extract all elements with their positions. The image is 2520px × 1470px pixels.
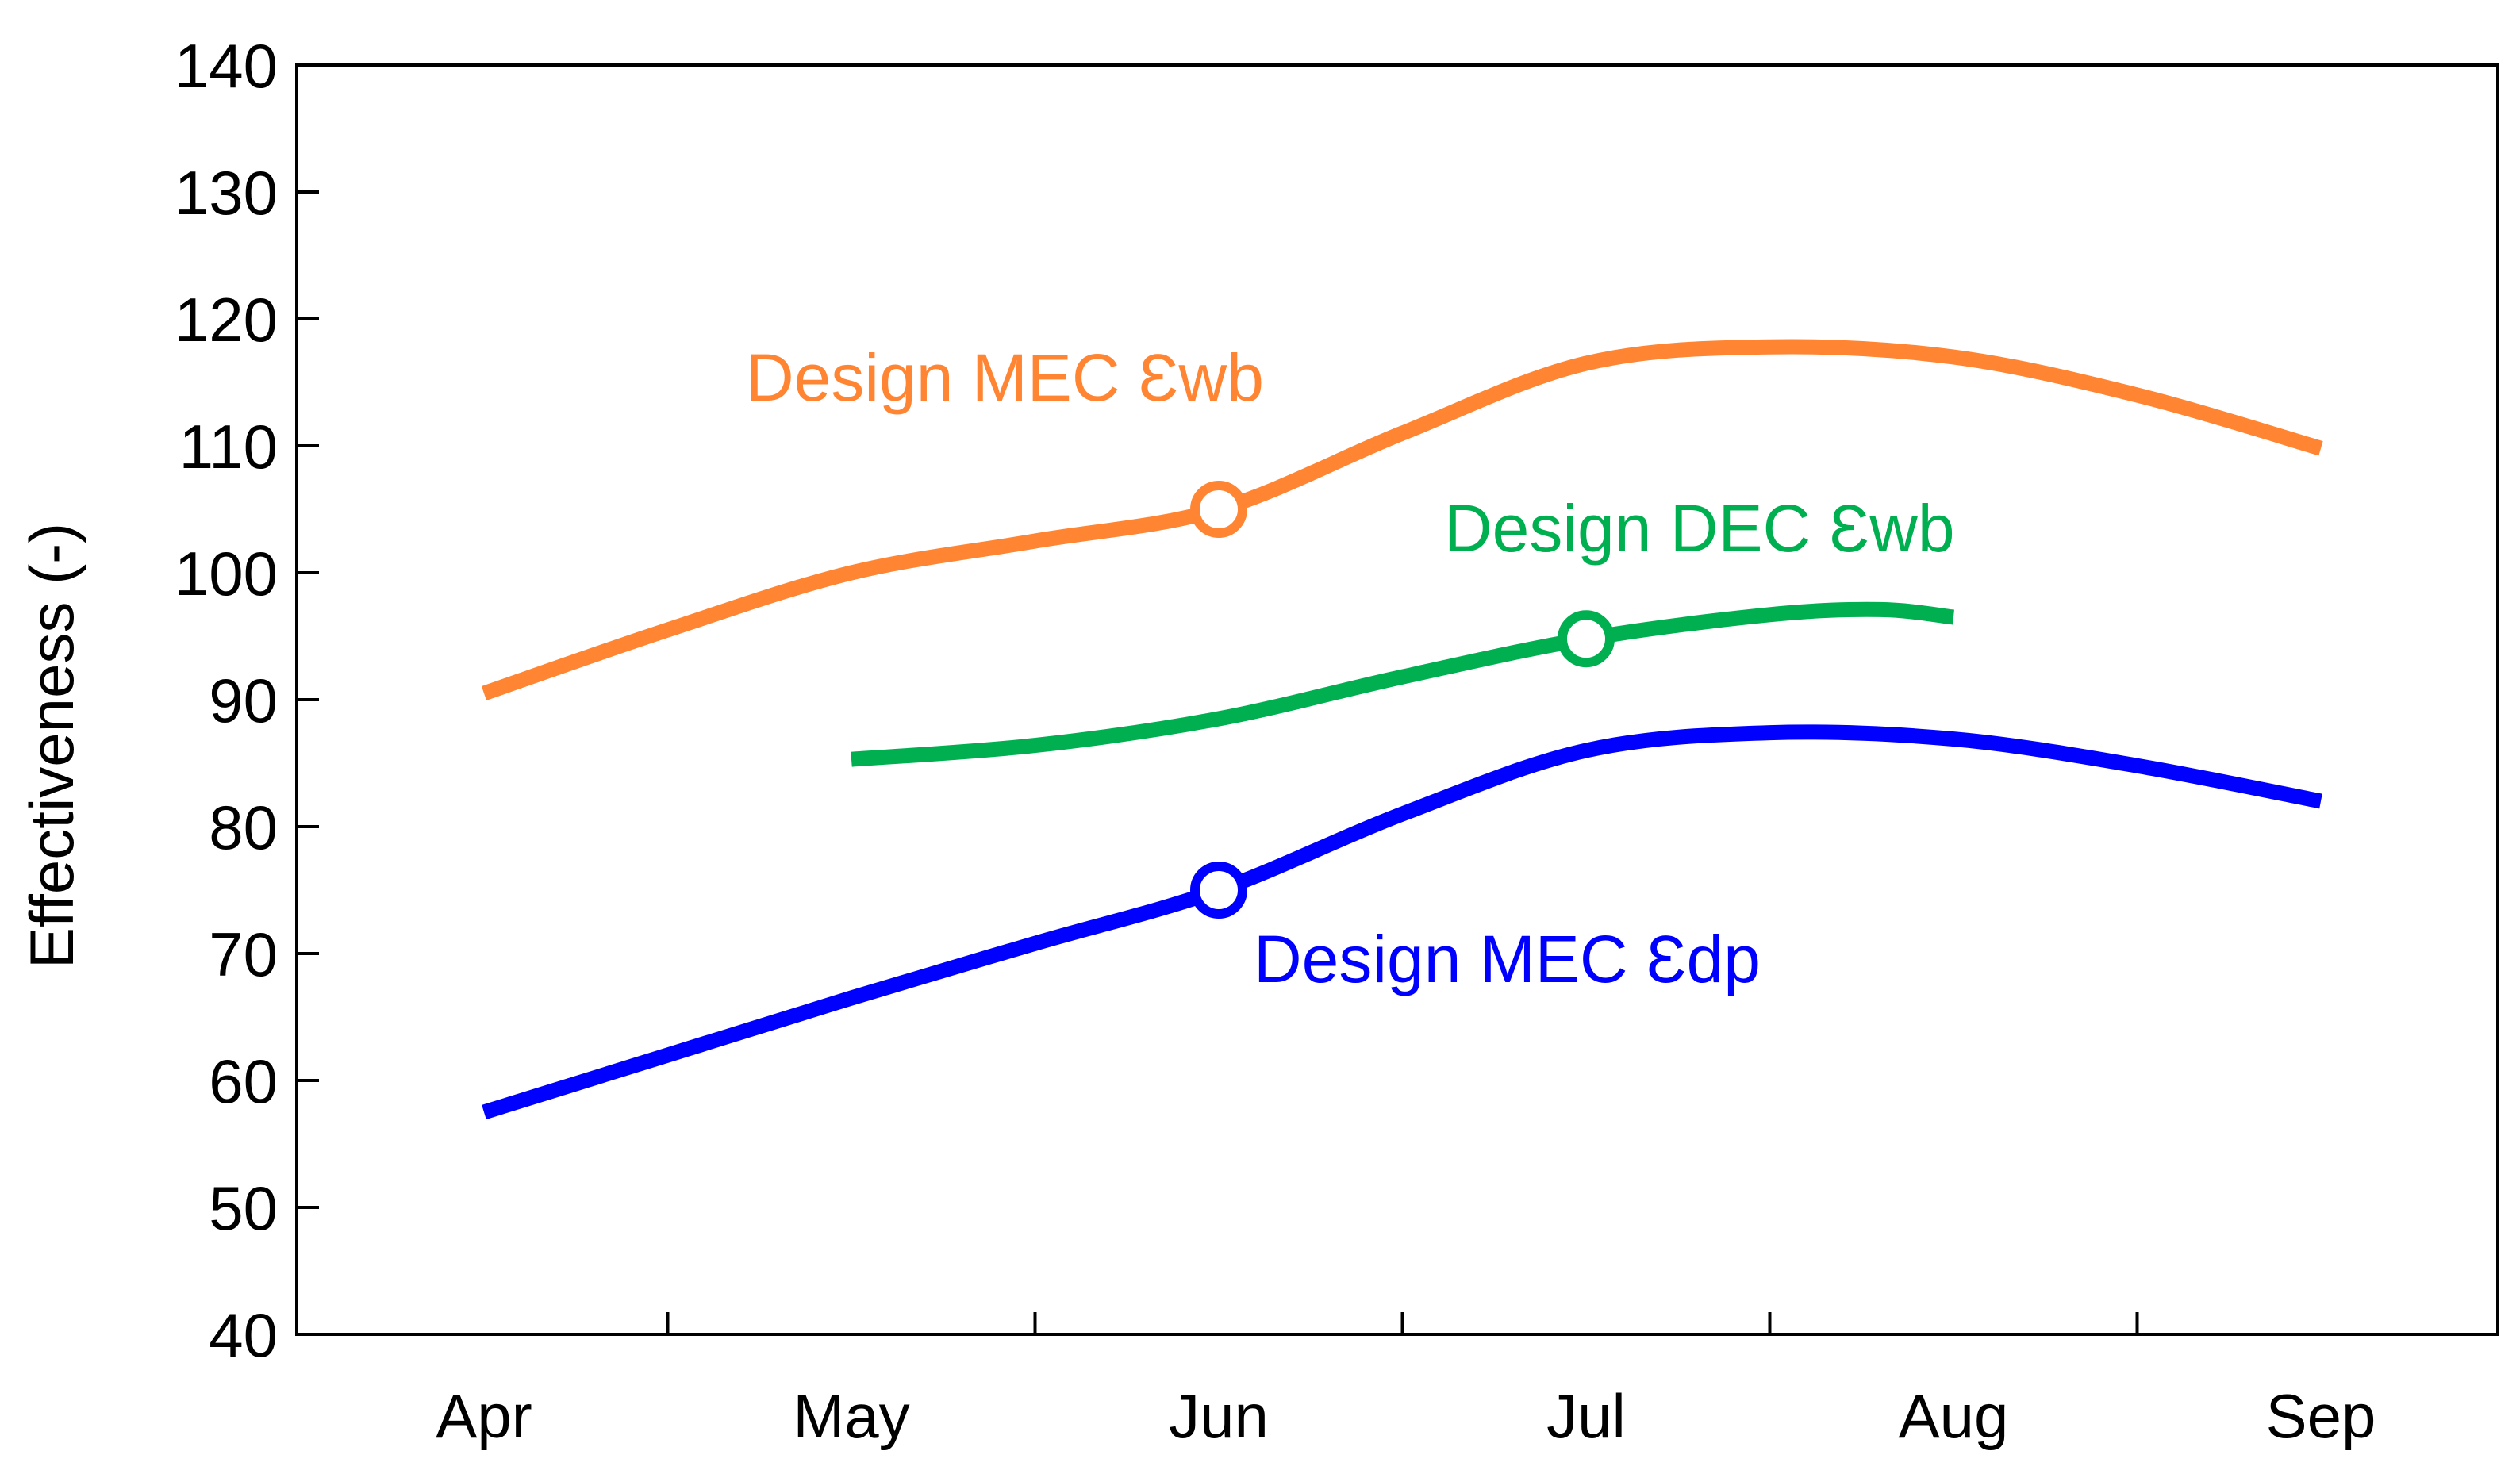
x-tick-label-sep: Sep [2266, 1381, 2376, 1451]
y-tick-label-90: 90 [209, 666, 278, 735]
y-tick-label-80: 80 [209, 793, 278, 862]
y-tick-label-40: 40 [209, 1300, 278, 1370]
series-line-mec-dp [482, 724, 2322, 1120]
y-tick-label-140: 140 [175, 31, 278, 101]
y-tick-label-110: 110 [179, 412, 278, 482]
x-tick-label-aug: Aug [1899, 1381, 2009, 1451]
series-line-dec-wb [851, 601, 1955, 767]
series-label-dec-wb: Design DEC Ɛwb [1444, 491, 1955, 566]
y-tick-label-100: 100 [175, 539, 278, 608]
y-tick-label-130: 130 [175, 158, 278, 228]
design-point-dec-wb [1558, 610, 1615, 668]
series-layer [481, 339, 2323, 1120]
design-point-mec-wb [1190, 481, 1247, 538]
x-tick-label-jun: Jun [1169, 1381, 1269, 1451]
series-label-layer: Design MEC Ɛwb Design DEC Ɛwb Design MEC Ɛ… [746, 340, 1955, 996]
y-tick-label-70: 70 [209, 919, 278, 989]
series-label-mec-wb: Design MEC Ɛwb [746, 340, 1264, 415]
series-label-mec-dp: Design MEC Ɛdp [1254, 922, 1761, 996]
y-tick-label-60: 60 [209, 1046, 278, 1116]
design-point-mec-dp [1190, 862, 1247, 919]
x-tick-label-apr: Apr [436, 1381, 532, 1451]
series-line-mec-wb [481, 339, 2323, 700]
y-tick-label-50: 50 [209, 1173, 278, 1243]
x-tick-label-jul: Jul [1546, 1381, 1626, 1451]
design-point-layer [1190, 481, 1615, 919]
y-tick-label-120: 120 [175, 285, 278, 355]
y-axis-title: Effectiveness (-) [17, 523, 86, 969]
x-tick-label-may: May [793, 1381, 909, 1451]
axes-layer: 40 50 60 70 80 90 100 110 120 130 140 Apr May Jun Jul A… [175, 31, 2499, 1451]
